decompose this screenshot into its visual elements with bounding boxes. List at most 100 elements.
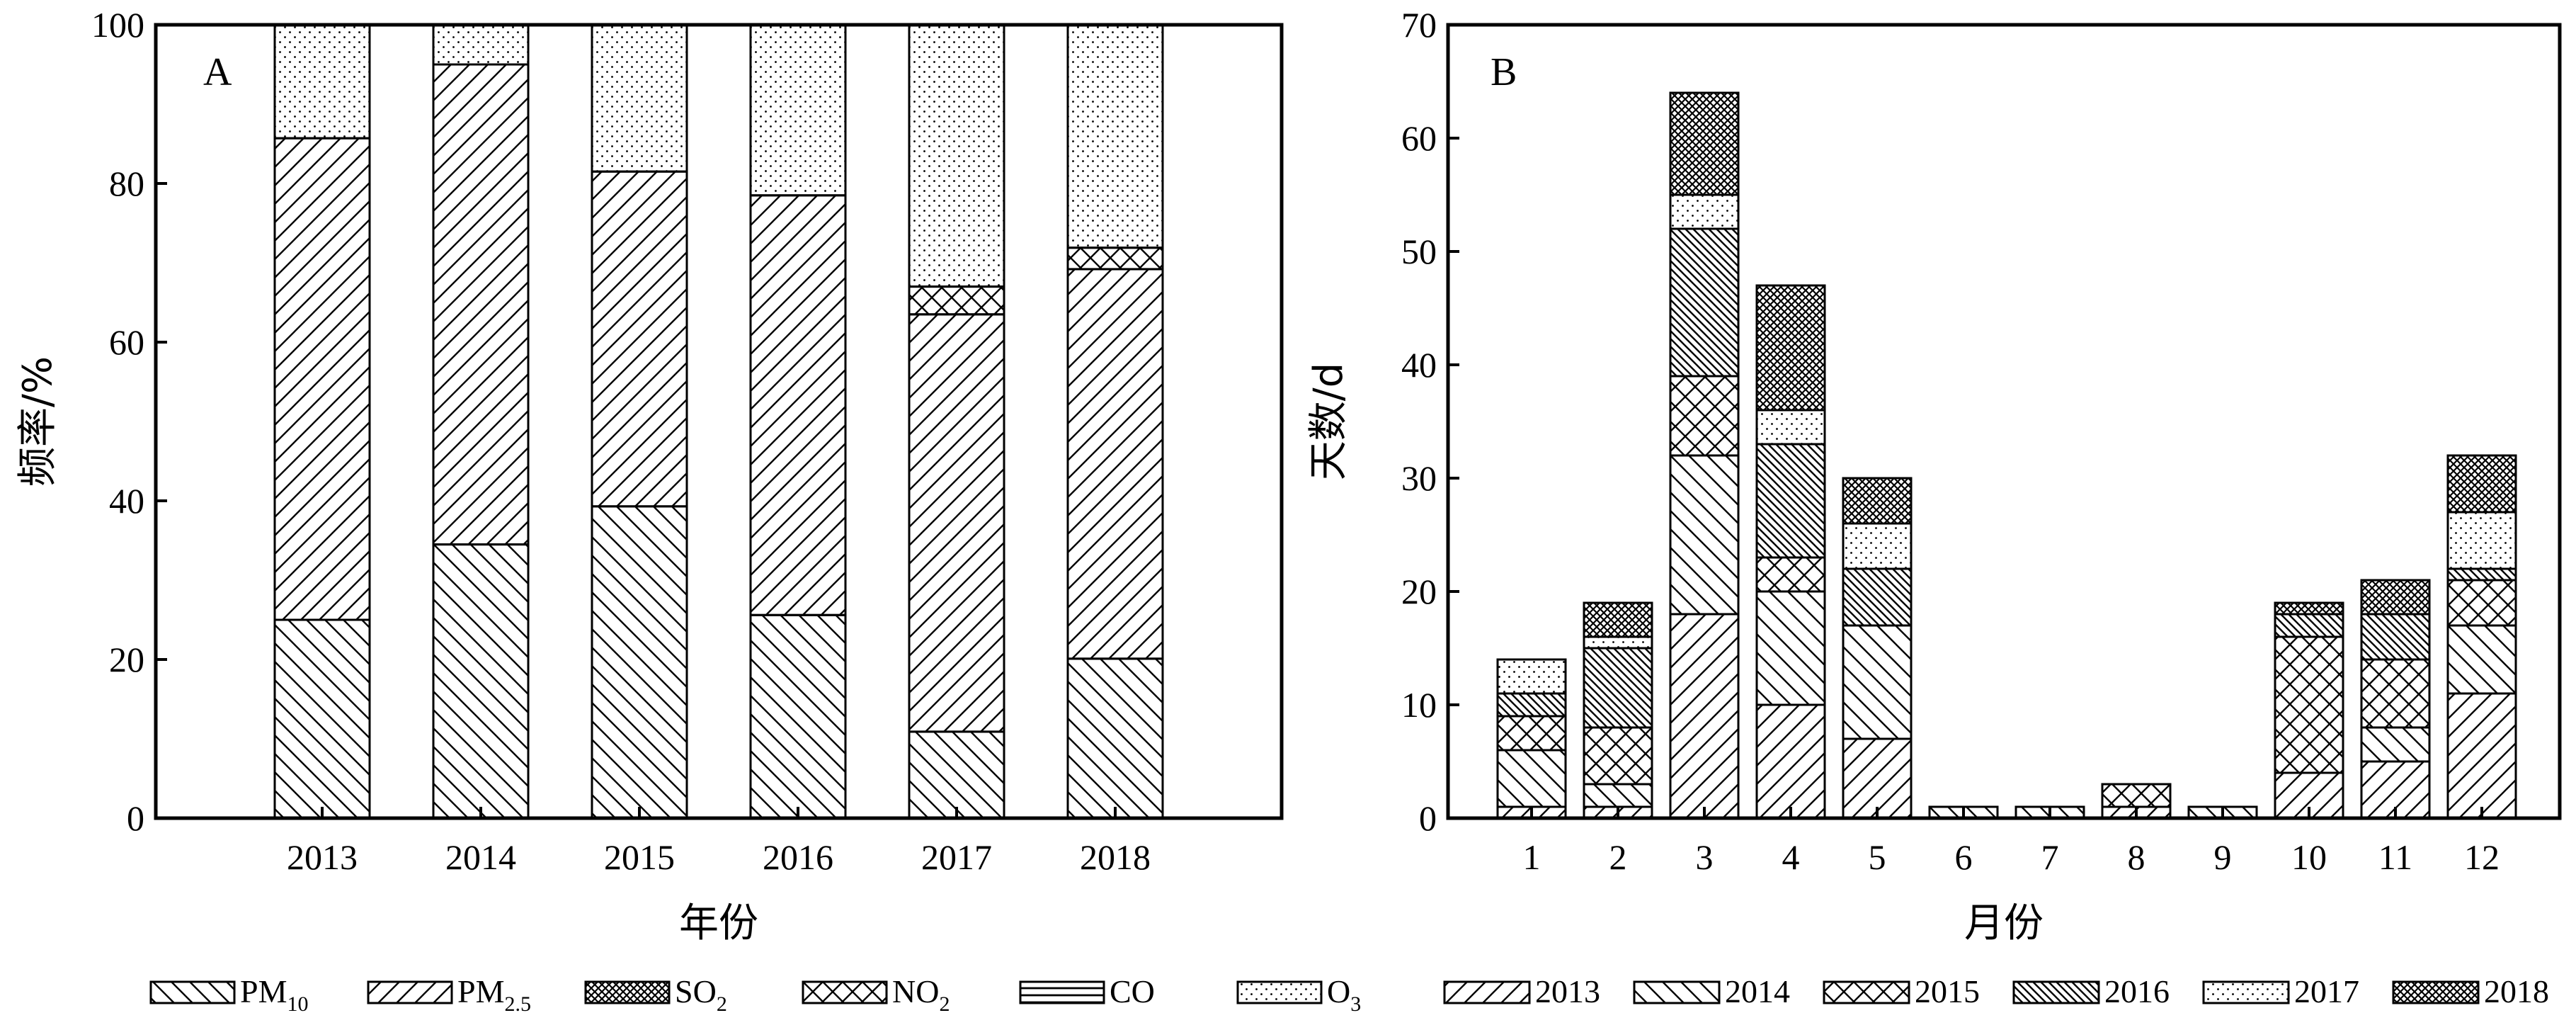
panel-a-legend-label: PM10 xyxy=(240,973,308,1016)
panel-b-bar-11-2016 xyxy=(2360,613,2431,661)
panel-a-y-tick-label: 80 xyxy=(109,164,144,203)
panel-b-bar-10-2015 xyxy=(2274,635,2344,774)
panel-b-legend-swatch-2016 xyxy=(2012,980,2100,1004)
panel-a-bar-2018-o3 xyxy=(1066,23,1164,249)
panel-a-tag: A xyxy=(203,50,232,94)
panel-b-bar-8-2015 xyxy=(2101,783,2172,808)
panel-b-bar-3-2016 xyxy=(1669,227,1740,378)
panel-a-legend-swatch-co xyxy=(1019,980,1105,1004)
panel-b-legend-label: 2014 xyxy=(1725,973,1790,1009)
panel-a-bar-2013-o3 xyxy=(273,23,371,140)
panel-b-legend-swatch-2017 xyxy=(2202,980,2290,1004)
panel-a-legend-label: PM2.5 xyxy=(457,973,531,1016)
panel-a-bar-2016-o3 xyxy=(749,23,847,197)
panel-b-bar-3-2014 xyxy=(1669,454,1740,616)
panel-b-bar-3-2015 xyxy=(1669,375,1740,457)
panel-a-legend-label: SO2 xyxy=(675,973,727,1016)
panel-b-x-tick-label: 1 xyxy=(1523,837,1541,877)
panel-b-bar-5-2014 xyxy=(1842,624,1913,740)
panel-a-y-tick-label: 60 xyxy=(109,322,144,362)
panel-b-bar-2-2016 xyxy=(1583,647,1653,729)
panel-b-bar-10-2018 xyxy=(2274,601,2344,616)
panel-a-bar-2015-o3 xyxy=(591,23,688,173)
panel-b-x-tick-label: 7 xyxy=(2041,837,2059,877)
panel-b-bar-4-2015 xyxy=(1755,556,1826,593)
panel-a-legend-label: NO2 xyxy=(892,973,950,1016)
panel-a-chart: 0 20 40 60 80 100 2013 2014 2015 2016 2017 2018 xyxy=(91,5,1164,877)
panel-a-x-tick-label: 2016 xyxy=(763,837,833,877)
panel-a-bar-2014-pm10 xyxy=(432,543,530,820)
panel-b-y-axis-label: 天数/d xyxy=(1306,363,1352,480)
panel-a-legend-swatch-no2 xyxy=(802,980,888,1004)
panel-b-bar-5-2013 xyxy=(1842,737,1913,820)
panel-b-legend-swatch-2018 xyxy=(2392,980,2480,1004)
panel-a-bar-2015-pm10 xyxy=(591,505,688,820)
panel-b-bar-1-2014 xyxy=(1496,749,1567,808)
panel-b-legend-label: 2016 xyxy=(2104,973,2170,1009)
panel-b-tag: B xyxy=(1491,50,1517,94)
panel-a-bar-2018-pm2-5 xyxy=(1066,268,1164,660)
panel-a-bar-2018-no2 xyxy=(1066,247,1164,271)
panel-a-x-axis-label: 年份 xyxy=(679,900,758,946)
panel-b-bar-5-2017 xyxy=(1842,522,1913,570)
panel-b-x-tick-label: 6 xyxy=(1955,837,1973,877)
panel-a-bar-2017-no2 xyxy=(908,285,1005,316)
panel-b-bar-12-2014 xyxy=(2446,624,2517,695)
panel-a-y-tick-label: 100 xyxy=(91,5,144,45)
panel-a-bar-2014-o3 xyxy=(432,23,530,66)
panel-a-y-tick-label: 40 xyxy=(109,481,144,521)
panel-b-legend-swatch-2014 xyxy=(1633,980,1721,1004)
panel-a-legend-label: CO xyxy=(1110,973,1155,1009)
panel-b-bar-5-2018 xyxy=(1842,477,1913,525)
panel-b-bar-2-2015 xyxy=(1583,726,1653,786)
panel-a-bar-2013-pm2-5 xyxy=(273,137,371,621)
panel-b-bar-2-2018 xyxy=(1583,601,1653,638)
panel-b-legend-label: 2015 xyxy=(1915,973,1980,1009)
panel-b-x-tick-label: 8 xyxy=(2128,837,2145,877)
panel-b-y-tick-label: 70 xyxy=(1401,5,1437,45)
panel-a-legend: PM10 PM2.5 SO2 NO2 CO O3 xyxy=(149,973,1361,1016)
panel-a-bar-2016-pm2-5 xyxy=(749,194,847,616)
panel-a-legend-swatch-pm10 xyxy=(149,980,236,1004)
panel-a-x-tick-label: 2015 xyxy=(604,837,675,877)
panel-a-x-tick-label: 2017 xyxy=(921,837,992,877)
panel-b-y-tick-label: 60 xyxy=(1401,118,1437,158)
panel-b-bar-1-2015 xyxy=(1496,715,1567,752)
panel-b-bar-12-2016 xyxy=(2446,567,2517,582)
panel-a-y-axis-label: 频率/% xyxy=(15,356,61,487)
panel-b-bar-3-2017 xyxy=(1669,193,1740,230)
panel-b-x-tick-label: 2 xyxy=(1609,837,1627,877)
panel-b-x-tick-label: 11 xyxy=(2378,837,2412,877)
panel-b-y-tick-label: 40 xyxy=(1401,345,1437,385)
panel-b-y-tick-label: 10 xyxy=(1401,685,1437,725)
panel-a-bar-2018-pm10 xyxy=(1066,657,1164,820)
panel-a-bar-2017-pm2-5 xyxy=(908,313,1005,733)
panel-b-legend-label: 2018 xyxy=(2484,973,2549,1009)
panel-b-y-tick-label: 20 xyxy=(1401,572,1437,611)
panel-a-legend-label: O3 xyxy=(1327,973,1361,1016)
panel-a-bar-2017-pm10 xyxy=(908,730,1005,820)
panel-b-bar-5-2016 xyxy=(1842,567,1913,627)
panel-a-legend-swatch-pm2-5 xyxy=(367,980,453,1004)
panel-b-bar-11-2015 xyxy=(2360,658,2431,729)
panel-b-bar-4-2016 xyxy=(1755,443,1826,559)
panel-b-plot-frame xyxy=(1446,23,2562,820)
panel-b-legend-swatch-2013 xyxy=(1443,980,1531,1004)
panel-b-x-tick-label: 12 xyxy=(2464,837,2500,877)
panel-b-bar-1-2017 xyxy=(1496,658,1567,695)
panel-a-bar-2016-pm10 xyxy=(749,613,847,820)
panel-a-legend-subscript: 10 xyxy=(287,992,308,1016)
panel-b-y-tick-label: 50 xyxy=(1401,232,1437,271)
panel-b-bar-2-2014 xyxy=(1583,783,1653,808)
panel-b-bar-4-2018 xyxy=(1755,284,1826,412)
panel-b-x-tick-label: 5 xyxy=(1869,837,1886,877)
panel-b-bar-4-2014 xyxy=(1755,590,1826,706)
panel-a-legend-swatch-so2 xyxy=(584,980,671,1004)
panel-a-y-tick-label: 20 xyxy=(109,640,144,679)
panel-a-x-tick-label: 2013 xyxy=(287,837,358,877)
panel-b-legend-swatch-2015 xyxy=(1823,980,1910,1004)
panel-b-bar-3-2018 xyxy=(1669,91,1740,196)
